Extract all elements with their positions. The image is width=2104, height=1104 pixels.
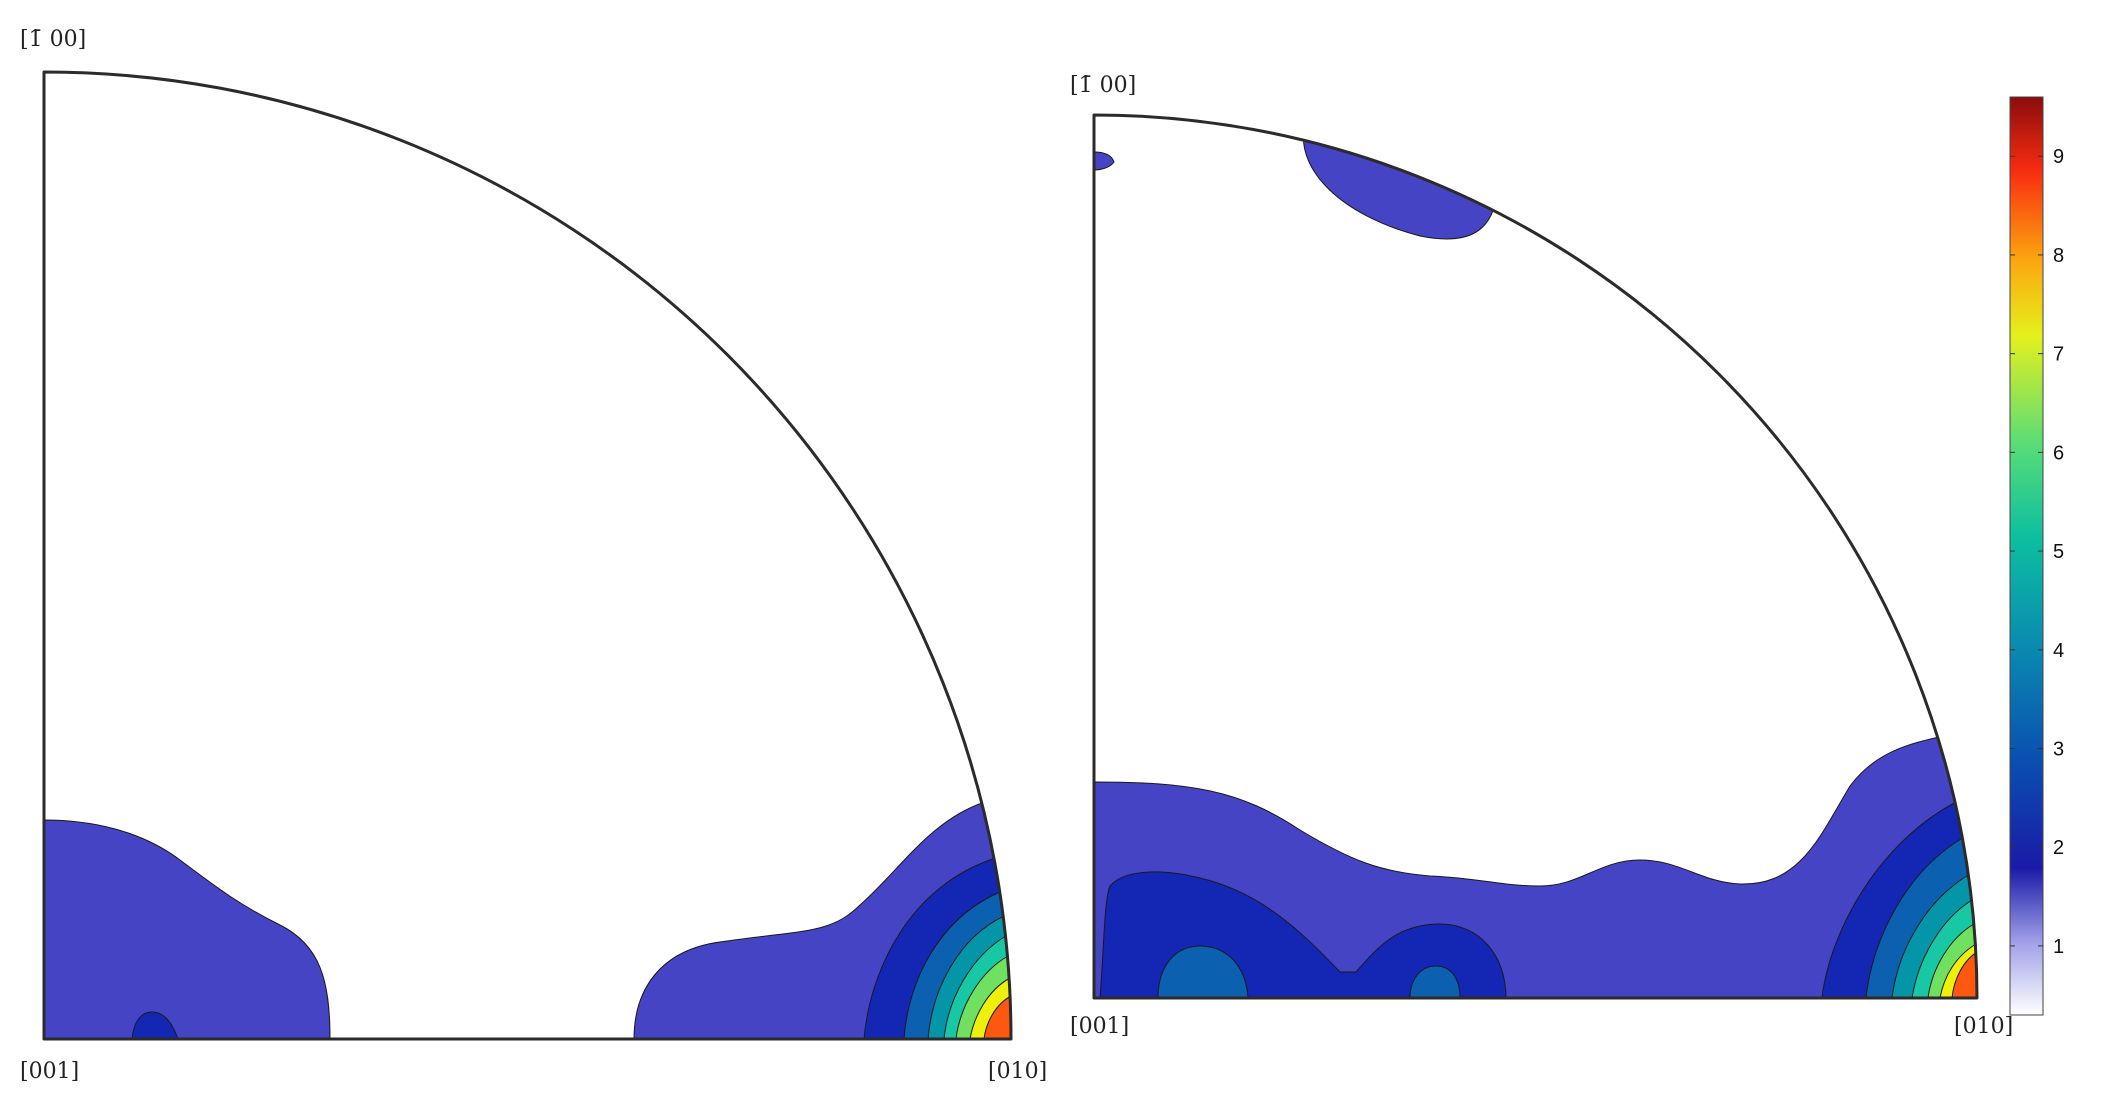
right-pole-figure: [1̄ 00] [001] [010] — [1070, 73, 2013, 1039]
colorbar-tick-label: 6 — [2053, 442, 2064, 464]
right-contour-level1-top-left — [1094, 151, 1115, 171]
colorbar-tick-label: 7 — [2053, 344, 2064, 366]
colorbar: 1 2 3 4 5 6 7 8 9 — [2009, 96, 2064, 1016]
colorbar-tick-label: 2 — [2053, 837, 2064, 859]
colorbar-tick-label: 8 — [2053, 245, 2064, 267]
left-contour-level2-blob — [131, 1011, 179, 1039]
left-label-top: [1̄ 00] — [20, 27, 86, 52]
right-contour-level3-blob1 — [1157, 945, 1249, 998]
right-label-top: [1̄ 00] — [1070, 73, 1136, 98]
colorbar-gradient — [2009, 96, 2044, 1016]
left-contour-level8-right — [983, 995, 1011, 1039]
right-contour-level3-blob2 — [1409, 965, 1461, 998]
left-contour-level1-origin — [44, 819, 331, 1039]
right-figure-frame — [1092, 113, 1979, 1000]
colorbar-tick-label: 3 — [2053, 738, 2064, 760]
right-contour-level8-right — [1951, 951, 1977, 998]
right-label-right: [010] — [1954, 1014, 2013, 1039]
right-contour-level1-band — [1094, 729, 1977, 998]
left-label-right: [010] — [988, 1059, 1047, 1084]
colorbar-tick-label: 9 — [2053, 146, 2064, 168]
colorbar-tick-label: 4 — [2053, 640, 2064, 662]
left-figure-frame — [42, 70, 1013, 1041]
right-label-origin: [001] — [1070, 1014, 1129, 1039]
colorbar-tick-label: 5 — [2053, 541, 2064, 563]
colorbar-ticks: 1 2 3 4 5 6 7 8 9 — [2010, 146, 2064, 958]
left-label-origin: [001] — [20, 1059, 79, 1084]
left-pole-figure: [1̄ 00] [001] [010] — [20, 27, 1047, 1084]
colorbar-tick-label: 1 — [2053, 936, 2064, 958]
